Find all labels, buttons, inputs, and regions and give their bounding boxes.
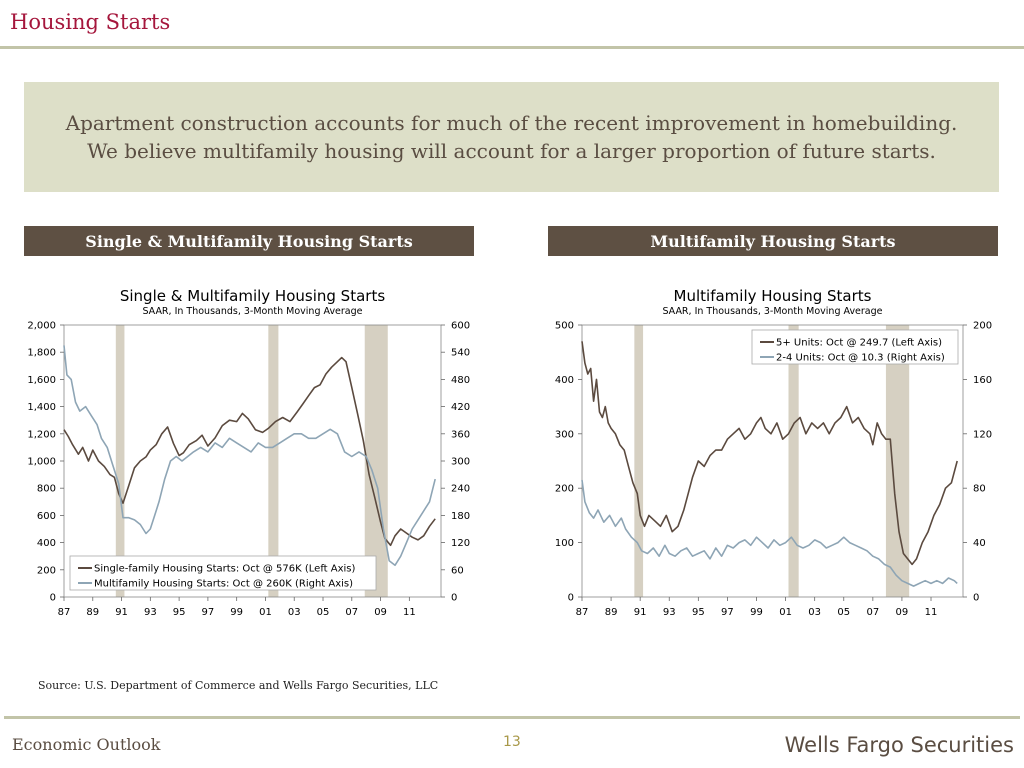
right-panel-header: Multifamily Housing Starts <box>548 226 998 256</box>
chart-subtitle: SAAR, In Thousands, 3-Month Moving Avera… <box>662 306 882 317</box>
series-line-2 <box>581 479 958 587</box>
x-tick-label: 95 <box>692 607 705 618</box>
recession-bar <box>885 325 910 597</box>
y-tick-label-right: 80 <box>973 484 986 495</box>
x-tick-label: 01 <box>259 607 272 618</box>
x-tick-label: 97 <box>202 607 215 618</box>
top-divider <box>0 46 1024 49</box>
chart-title: Multifamily Housing Starts <box>674 287 872 305</box>
source-note: Source: U.S. Department of Commerce and … <box>38 679 439 692</box>
plot-frame <box>581 324 964 598</box>
y-tick-label-right: 480 <box>451 375 470 386</box>
legend-box <box>751 329 959 365</box>
x-tick-label: 93 <box>144 607 157 618</box>
x-tick-label: 87 <box>58 607 71 618</box>
x-tick-label: 95 <box>173 607 186 618</box>
x-tick-label: 09 <box>374 607 387 618</box>
y-tick-label-left: 1,200 <box>27 429 56 440</box>
y-tick-label-right: 120 <box>973 429 992 440</box>
x-tick-label: 05 <box>837 607 850 618</box>
chart-title: Single & Multifamily Housing Starts <box>120 287 385 305</box>
y-tick-label-right: 0 <box>973 593 979 604</box>
x-tick-label: 91 <box>634 607 647 618</box>
x-tick-label: 87 <box>576 607 589 618</box>
y-tick-label-left: 300 <box>555 429 574 440</box>
left-panel-header: Single & Multifamily Housing Starts <box>24 226 474 256</box>
page-number: 13 <box>503 734 521 750</box>
series-line-1 <box>581 341 958 566</box>
legend-label-1: 5+ Units: Oct @ 249.7 (Left Axis) <box>776 338 942 349</box>
wells-fargo-logo: Wells Fargo Securities <box>784 733 1014 757</box>
x-tick-label: 11 <box>403 607 416 618</box>
y-tick-label-right: 300 <box>451 457 470 468</box>
y-tick-label-left: 1,800 <box>27 348 56 359</box>
x-tick-label: 03 <box>808 607 821 618</box>
x-tick-label: 07 <box>345 607 358 618</box>
y-tick-label-right: 200 <box>973 321 992 332</box>
x-tick-label: 05 <box>317 607 330 618</box>
series-line-2 <box>63 345 436 567</box>
y-tick-label-right: 120 <box>451 538 470 549</box>
x-tick-label: 03 <box>288 607 301 618</box>
legend-box <box>69 555 377 591</box>
y-tick-label-left: 600 <box>37 511 56 522</box>
summary-banner: Apartment construction accounts for much… <box>24 82 999 192</box>
recession-bar <box>788 325 799 597</box>
y-tick-label-left: 1,000 <box>27 457 56 468</box>
y-tick-label-right: 40 <box>973 538 986 549</box>
x-tick-label: 99 <box>230 607 243 618</box>
series-line-1 <box>63 356 436 547</box>
x-tick-label: 97 <box>721 607 734 618</box>
y-tick-label-left: 800 <box>37 484 56 495</box>
y-tick-label-right: 540 <box>451 348 470 359</box>
y-tick-label-right: 60 <box>451 565 464 576</box>
y-tick-label-left: 500 <box>555 321 574 332</box>
y-tick-label-left: 0 <box>568 593 574 604</box>
single-multifamily-chart: Single & Multifamily Housing StartsSAAR,… <box>27 287 470 618</box>
y-tick-label-right: 180 <box>451 511 470 522</box>
x-tick-label: 93 <box>663 607 676 618</box>
legend-label-2: Multifamily Housing Starts: Oct @ 260K (… <box>94 579 353 590</box>
recession-bar <box>115 325 125 597</box>
x-tick-label: 99 <box>750 607 763 618</box>
y-tick-label-left: 200 <box>37 565 56 576</box>
banner-line-2: We believe multifamily housing will acco… <box>87 139 936 163</box>
bottom-divider <box>4 716 1020 719</box>
x-tick-label: 01 <box>779 607 792 618</box>
x-tick-label: 09 <box>896 607 909 618</box>
y-tick-label-left: 1,400 <box>27 402 56 413</box>
legend-label-2: 2-4 Units: Oct @ 10.3 (Right Axis) <box>776 353 945 364</box>
y-tick-label-left: 1,600 <box>27 375 56 386</box>
y-tick-label-left: 100 <box>555 538 574 549</box>
banner-line-1: Apartment construction accounts for much… <box>65 111 958 135</box>
x-tick-label: 07 <box>866 607 879 618</box>
y-tick-label-left: 400 <box>37 538 56 549</box>
legend-label-1: Single-family Housing Starts: Oct @ 576K… <box>94 564 356 575</box>
x-tick-label: 89 <box>86 607 99 618</box>
y-tick-label-right: 240 <box>451 484 470 495</box>
y-tick-label-right: 420 <box>451 402 470 413</box>
y-tick-label-left: 2,000 <box>27 321 56 332</box>
recession-bar <box>268 325 279 597</box>
chart-subtitle: SAAR, In Thousands, 3-Month Moving Avera… <box>142 306 362 317</box>
x-tick-label: 89 <box>605 607 618 618</box>
y-tick-label-right: 360 <box>451 429 470 440</box>
y-tick-label-left: 0 <box>50 593 56 604</box>
page-title: Housing Starts <box>10 10 171 34</box>
y-tick-label-right: 600 <box>451 321 470 332</box>
x-tick-label: 91 <box>115 607 128 618</box>
y-tick-label-right: 160 <box>973 375 992 386</box>
y-tick-label-right: 0 <box>451 593 457 604</box>
footer-title: Economic Outlook <box>12 735 161 754</box>
y-tick-label-left: 200 <box>555 484 574 495</box>
y-tick-label-left: 400 <box>555 375 574 386</box>
x-tick-label: 11 <box>925 607 938 618</box>
recession-bar <box>634 325 644 597</box>
